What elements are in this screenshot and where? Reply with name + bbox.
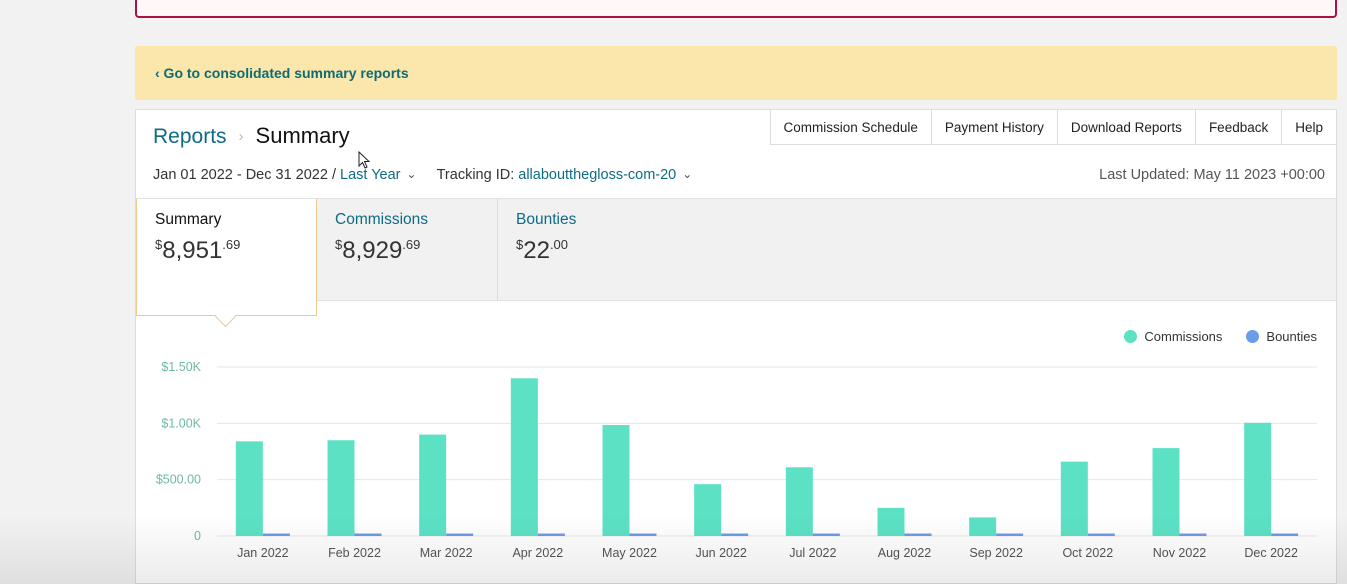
commissions-amount: $8,929.69	[335, 237, 479, 265]
commissions-card[interactable]: Commissions $8,929.69	[317, 199, 498, 300]
bounties-bar	[446, 533, 474, 536]
commissions-bar	[785, 467, 813, 536]
legend-commissions[interactable]: Commissions	[1124, 329, 1222, 344]
y-tick-label: 0	[194, 529, 201, 543]
bounties-label: Bounties	[516, 211, 577, 228]
mouse-cursor-icon	[358, 150, 371, 175]
nav-download-reports[interactable]: Download Reports	[1056, 110, 1195, 144]
bounties-amount: $22.00	[516, 237, 680, 265]
top-nav: Commission Schedule Payment History Down…	[769, 110, 1336, 145]
x-tick-label: Jan 2022	[237, 546, 288, 560]
reports-panel: Reports › Summary Commission Schedule Paym…	[135, 109, 1337, 584]
commissions-bar	[602, 425, 630, 536]
bounties-bar	[537, 533, 565, 536]
amount-cents: .00	[549, 237, 569, 252]
commissions-bar	[969, 517, 997, 536]
breadcrumb: Reports › Summary	[153, 123, 350, 149]
currency-symbol: $	[516, 237, 524, 252]
commissions-bar	[235, 441, 263, 536]
breadcrumb-reports-link[interactable]: Reports	[153, 125, 227, 148]
commissions-bar	[694, 484, 722, 536]
nav-payment-history[interactable]: Payment History	[930, 110, 1057, 144]
page-title: Summary	[255, 123, 350, 148]
y-tick-label: $500.00	[156, 473, 201, 487]
last-updated: Last Updated: May 11 2023 +00:00	[1099, 167, 1325, 183]
date-range-text: Jan 01 2022 - Dec 31 2022 /	[153, 167, 336, 183]
commissions-bar	[1152, 448, 1180, 536]
commissions-bar	[419, 434, 447, 536]
x-tick-label: Sep 2022	[969, 546, 1023, 560]
nav-help[interactable]: Help	[1281, 110, 1336, 144]
bounties-bar	[629, 533, 657, 536]
breadcrumb-separator-icon: ›	[238, 128, 244, 145]
summary-cards: Summary $8,951.69 Commissions $8,929.69 …	[136, 198, 1336, 328]
y-tick-label: $1.00K	[161, 416, 201, 430]
commissions-bar	[877, 507, 905, 536]
tracking-id-dropdown[interactable]: allaboutthegloss-com-20	[518, 167, 677, 183]
filters-bar: Jan 01 2022 - Dec 31 2022 / Last Year ⌄ T…	[153, 167, 692, 183]
bounties-bar	[721, 533, 749, 536]
commissions-dot-icon	[1124, 330, 1138, 343]
commissions-bar	[327, 440, 355, 536]
commissions-bar	[1244, 422, 1272, 536]
commissions-bar	[510, 378, 538, 536]
chart-legend: Commissions Bounties	[1124, 329, 1317, 344]
nav-commission-schedule[interactable]: Commission Schedule	[783, 119, 918, 135]
bounties-bar	[354, 533, 382, 536]
bounties-card[interactable]: Bounties $22.00	[498, 199, 698, 300]
chevron-down-icon[interactable]: ⌄	[682, 167, 693, 181]
summary-card[interactable]: Summary $8,951.69	[136, 199, 317, 328]
x-tick-label: Feb 2022	[328, 546, 381, 560]
bounties-bar	[1087, 533, 1115, 536]
consolidated-reports-link[interactable]: ‹ Go to consolidated summary reports	[155, 65, 409, 81]
x-tick-label: Oct 2022	[1062, 546, 1113, 560]
x-tick-label: Nov 2022	[1153, 546, 1207, 560]
bounties-bar	[1271, 533, 1299, 536]
bounties-bar	[262, 533, 290, 536]
legend-commissions-label: Commissions	[1144, 329, 1223, 344]
amount-whole: 8,929	[342, 237, 403, 264]
bounties-bar	[1179, 533, 1207, 536]
bounties-dot-icon	[1246, 330, 1260, 343]
amount-whole: 8,951	[162, 237, 223, 264]
amount-cents: .69	[222, 237, 241, 252]
summary-amount: $8,951.69	[155, 237, 298, 265]
x-tick-label: Dec 2022	[1244, 546, 1298, 560]
nav-feedback[interactable]: Feedback	[1194, 110, 1281, 144]
currency-symbol: $	[155, 237, 163, 252]
bounties-bar	[904, 533, 932, 536]
x-tick-label: Jul 2022	[789, 546, 836, 560]
commissions-label: Commissions	[335, 211, 429, 228]
legend-bounties[interactable]: Bounties	[1246, 329, 1317, 344]
x-tick-label: Jun 2022	[695, 546, 746, 560]
consolidated-banner: ‹ Go to consolidated summary reports	[135, 46, 1337, 100]
chevron-down-icon[interactable]: ⌄	[406, 167, 417, 181]
currency-symbol: $	[335, 237, 343, 252]
x-tick-label: May 2022	[602, 546, 657, 560]
tracking-label: Tracking ID:	[436, 167, 515, 183]
selected-arrow-icon	[214, 305, 237, 328]
amount-cents: .69	[402, 237, 421, 252]
x-tick-label: Aug 2022	[878, 546, 932, 560]
bounties-bar	[812, 533, 840, 536]
x-tick-label: Mar 2022	[420, 546, 473, 560]
bounties-bar	[996, 533, 1024, 536]
legend-bounties-label: Bounties	[1266, 329, 1317, 344]
summary-label: Summary	[155, 211, 222, 228]
amount-whole: 22	[523, 237, 550, 264]
commissions-bar	[1060, 461, 1088, 536]
alert-box	[135, 0, 1337, 18]
period-dropdown[interactable]: Last Year	[340, 167, 401, 183]
x-tick-label: Apr 2022	[512, 546, 563, 560]
earnings-bar-chart: 0 $500.00 $1.00K $1.50K Jan 2022 Feb 2022 Mar …	[156, 360, 1317, 560]
y-tick-label: $1.50K	[161, 360, 201, 374]
